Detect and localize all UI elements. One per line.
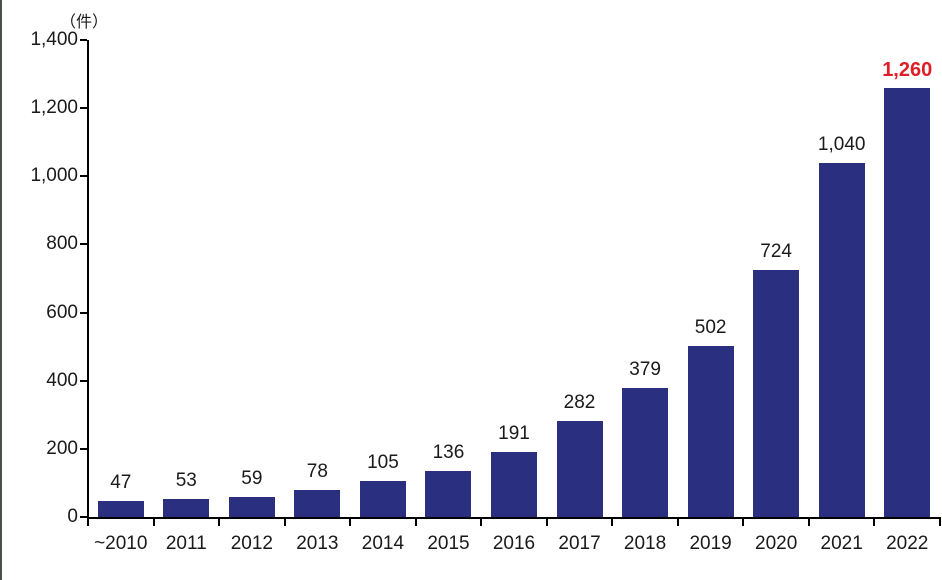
bar	[294, 490, 341, 517]
x-tick-mark	[152, 519, 155, 526]
x-tick-mark	[873, 519, 876, 526]
x-tick-mark	[611, 519, 614, 526]
y-axis-line	[87, 40, 89, 519]
bar-value-label: 136	[432, 441, 465, 463]
bar-value-label: 282	[563, 391, 596, 413]
bar	[228, 496, 275, 517]
x-tick-mark	[283, 519, 286, 526]
x-axis-category-label: 2016	[492, 533, 536, 554]
x-tick-mark	[218, 519, 221, 526]
y-tick-mark	[80, 379, 87, 382]
y-tick-label: 0	[67, 506, 78, 527]
y-tick-label: 400	[46, 369, 78, 391]
x-tick-mark	[545, 519, 548, 526]
bar	[818, 162, 865, 517]
y-tick-mark	[80, 243, 87, 246]
y-tick-label: 600	[46, 301, 78, 323]
y-tick-mark	[80, 516, 87, 518]
y-tick-label: 1,400	[30, 29, 78, 50]
x-tick-mark	[349, 519, 352, 526]
bar-value-label: 1,040	[817, 133, 866, 155]
x-tick-mark	[87, 519, 89, 526]
bar	[622, 387, 669, 517]
x-axis-line	[87, 517, 941, 519]
bar-value-label: 47	[110, 471, 132, 493]
bar	[687, 345, 734, 517]
x-axis-category-label: 2018	[623, 533, 667, 554]
y-axis-unit-label: （件）	[60, 14, 109, 31]
x-axis-category-label: 2014	[361, 533, 405, 554]
y-tick-mark	[80, 39, 87, 41]
x-tick-mark	[939, 519, 941, 526]
x-tick-mark	[807, 519, 810, 526]
x-tick-mark	[414, 519, 417, 526]
y-tick-label: 200	[46, 437, 78, 459]
y-tick-mark	[80, 107, 87, 110]
bar	[97, 500, 144, 517]
bar	[884, 87, 931, 517]
bar-value-label: 502	[694, 316, 727, 338]
bar-value-label: 1,260	[882, 58, 933, 81]
x-axis-category-label: 2012	[230, 533, 273, 554]
x-tick-mark	[742, 519, 745, 526]
x-axis-category-label: 2021	[820, 533, 863, 554]
y-tick-label: 1,200	[30, 97, 78, 119]
bar-value-label: 59	[241, 467, 263, 489]
y-tick-mark	[80, 175, 87, 178]
bar-value-label: 53	[175, 469, 197, 491]
x-axis-category-label: 2017	[558, 533, 601, 554]
x-axis-category-label: 2019	[689, 533, 732, 554]
bar	[491, 451, 537, 517]
y-tick-label: 800	[46, 233, 78, 255]
bar	[425, 470, 472, 517]
y-tick-label: 1,000	[30, 165, 78, 187]
x-axis-category-label: ~2010	[94, 533, 148, 554]
bar	[753, 270, 800, 517]
bar	[556, 420, 603, 517]
x-axis-category-label: 2015	[427, 533, 470, 554]
bar-value-label: 724	[760, 241, 792, 263]
bar	[359, 481, 406, 517]
bar-value-label: 379	[629, 358, 661, 380]
x-axis-category-label: 2022	[886, 533, 929, 554]
bar-value-label: 191	[498, 422, 530, 444]
bar-value-label: 105	[367, 452, 399, 474]
x-tick-mark	[676, 519, 679, 526]
y-tick-mark	[80, 311, 87, 314]
x-axis-category-label: 2011	[165, 533, 207, 554]
y-tick-mark	[80, 447, 87, 450]
x-axis-category-label: 2020	[755, 533, 798, 554]
bar-value-label: 78	[306, 461, 328, 483]
bar	[163, 498, 210, 517]
x-axis-category-label: 2013	[296, 533, 339, 554]
x-tick-mark	[480, 519, 483, 526]
